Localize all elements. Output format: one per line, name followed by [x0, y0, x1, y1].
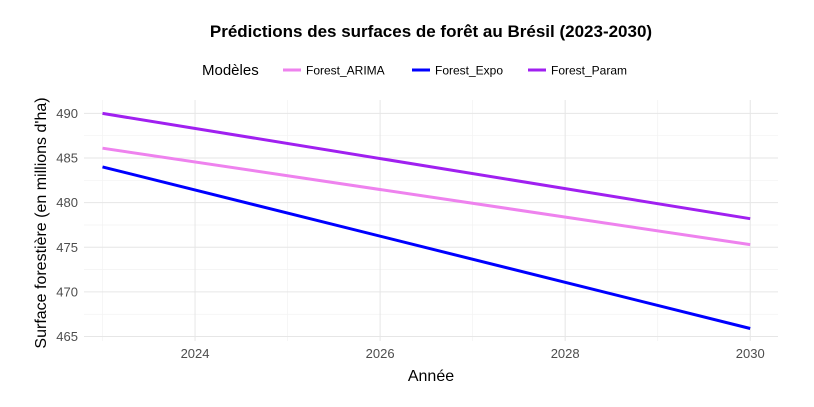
x-tick-label: 2028	[551, 346, 580, 361]
y-tick-label: 490	[56, 106, 78, 121]
chart-title: Prédictions des surfaces de forêt au Bré…	[210, 22, 652, 41]
y-axis-label: Surface forestière (en millions d'ha)	[33, 97, 50, 348]
x-tick-label: 2026	[366, 346, 395, 361]
y-tick-label: 480	[56, 195, 78, 210]
series-line-forest-arima	[102, 146, 751, 247]
grid	[84, 100, 778, 341]
legend-label: Forest_Param	[551, 64, 627, 78]
y-tick-label: 465	[56, 329, 78, 344]
x-axis: 2024 2026 2028 2030	[181, 346, 765, 361]
legend: Modèles Forest_ARIMA Forest_Expo Forest_Pa…	[202, 62, 627, 79]
x-axis-label: Année	[408, 368, 454, 385]
x-tick-label: 2030	[736, 346, 765, 361]
series-line-forest-expo	[102, 165, 751, 330]
x-tick-label: 2024	[181, 346, 210, 361]
y-tick-label: 475	[56, 240, 78, 255]
y-tick-label: 470	[56, 284, 78, 299]
legend-label: Forest_ARIMA	[306, 64, 385, 78]
y-axis: 465 470 475 480 485 490	[56, 106, 78, 344]
legend-label: Forest_Expo	[435, 64, 503, 78]
series-line-forest-param	[102, 111, 751, 221]
y-tick-label: 485	[56, 151, 78, 166]
legend-title: Modèles	[202, 62, 259, 79]
series-lines	[102, 111, 751, 330]
